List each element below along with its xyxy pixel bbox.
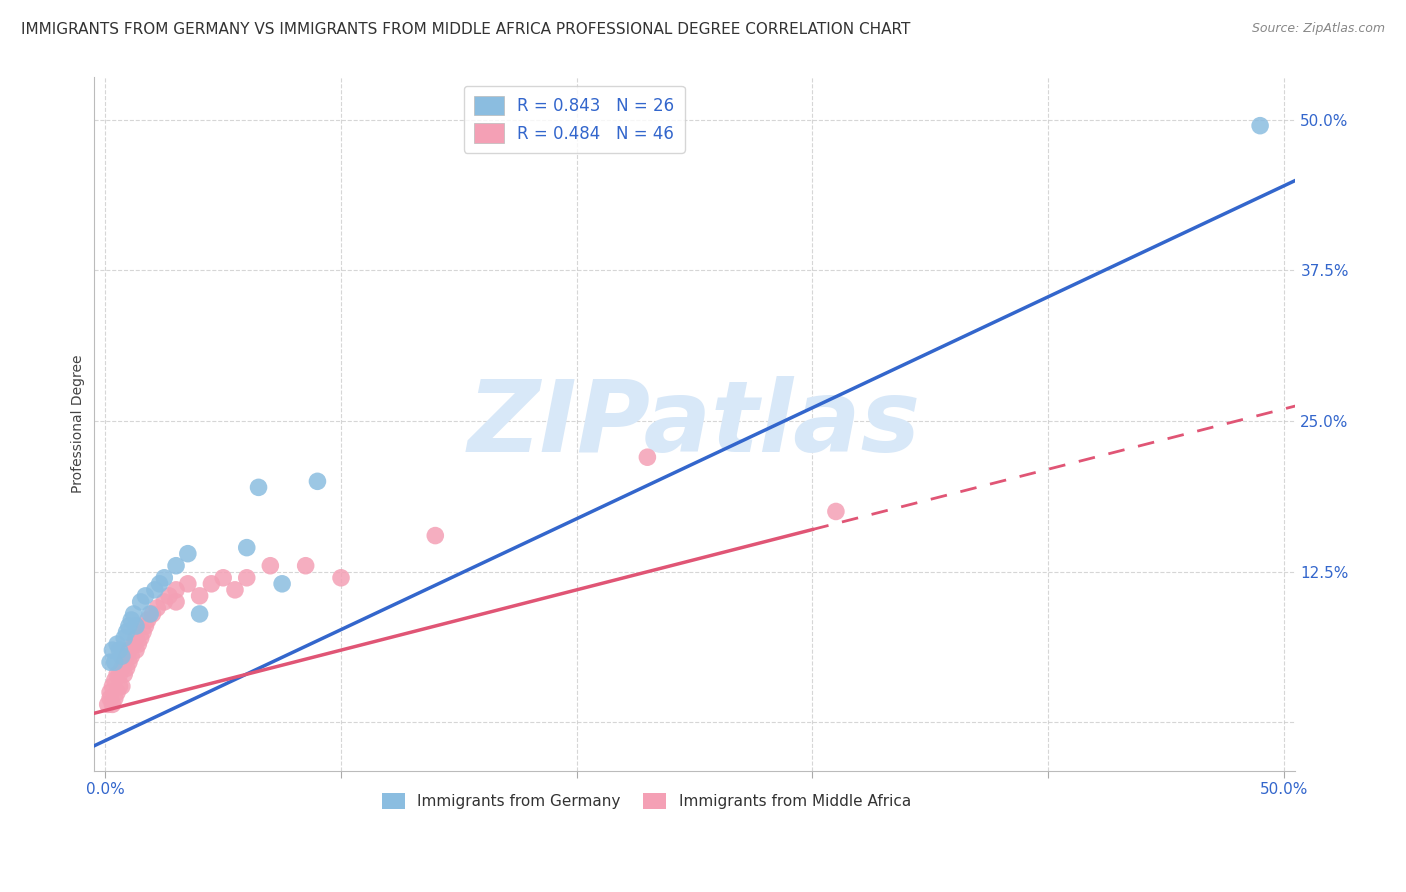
Legend: Immigrants from Germany, Immigrants from Middle Africa: Immigrants from Germany, Immigrants from… (375, 787, 917, 815)
Point (104, 673, 127, 688)
Point (127, 637, 149, 651)
Point (108, 643, 131, 657)
Point (165, 582, 187, 597)
Point (139, 607, 162, 621)
Point (108, 667, 131, 681)
Point (134, 619, 156, 633)
Point (247, 480, 270, 494)
Point (112, 667, 135, 681)
Point (236, 571, 259, 585)
Point (122, 607, 145, 621)
Point (101, 643, 124, 657)
Point (224, 582, 246, 597)
Point (98, 685, 121, 699)
Point (136, 613, 159, 627)
Point (259, 558, 281, 573)
Point (112, 655, 135, 669)
Point (825, 504, 848, 518)
Point (165, 558, 187, 573)
Point (105, 685, 128, 699)
Point (104, 655, 127, 669)
Point (271, 576, 294, 591)
Point (120, 649, 142, 664)
Point (636, 450, 658, 465)
Text: ZIPatlas: ZIPatlas (468, 376, 921, 473)
Point (148, 576, 170, 591)
Point (111, 661, 134, 675)
Point (200, 576, 222, 591)
Point (157, 589, 180, 603)
Point (1249, 119, 1271, 133)
Point (177, 547, 200, 561)
Point (146, 601, 169, 615)
Point (101, 679, 124, 693)
Point (177, 576, 200, 591)
Point (294, 558, 316, 573)
Point (104, 691, 127, 706)
Point (122, 637, 145, 651)
Point (97, 698, 120, 712)
Point (132, 625, 155, 640)
Point (153, 595, 176, 609)
Point (115, 649, 138, 664)
Point (118, 643, 141, 657)
Point (115, 625, 138, 640)
Y-axis label: Professional Degree: Professional Degree (72, 355, 86, 493)
Point (236, 541, 259, 555)
Point (115, 661, 138, 675)
Point (112, 631, 135, 645)
Point (105, 637, 128, 651)
Point (212, 571, 235, 585)
Point (307, 475, 329, 489)
Point (98, 655, 121, 669)
Point (105, 667, 128, 681)
Point (141, 607, 163, 621)
Text: Source: ZipAtlas.com: Source: ZipAtlas.com (1251, 22, 1385, 36)
Point (111, 649, 134, 664)
Point (143, 582, 166, 597)
Point (98, 691, 121, 706)
Point (125, 619, 148, 633)
Point (101, 698, 124, 712)
Point (188, 589, 211, 603)
Point (108, 679, 131, 693)
Point (188, 607, 211, 621)
Point (118, 655, 141, 669)
Point (165, 595, 187, 609)
Point (118, 619, 141, 633)
Point (134, 589, 156, 603)
Point (111, 679, 134, 693)
Point (153, 571, 176, 585)
Text: IMMIGRANTS FROM GERMANY VS IMMIGRANTS FROM MIDDLE AFRICA PROFESSIONAL DEGREE COR: IMMIGRANTS FROM GERMANY VS IMMIGRANTS FR… (21, 22, 911, 37)
Point (330, 571, 353, 585)
Point (125, 643, 148, 657)
Point (125, 631, 148, 645)
Point (425, 528, 447, 542)
Point (129, 631, 152, 645)
Point (129, 595, 152, 609)
Point (120, 613, 142, 627)
